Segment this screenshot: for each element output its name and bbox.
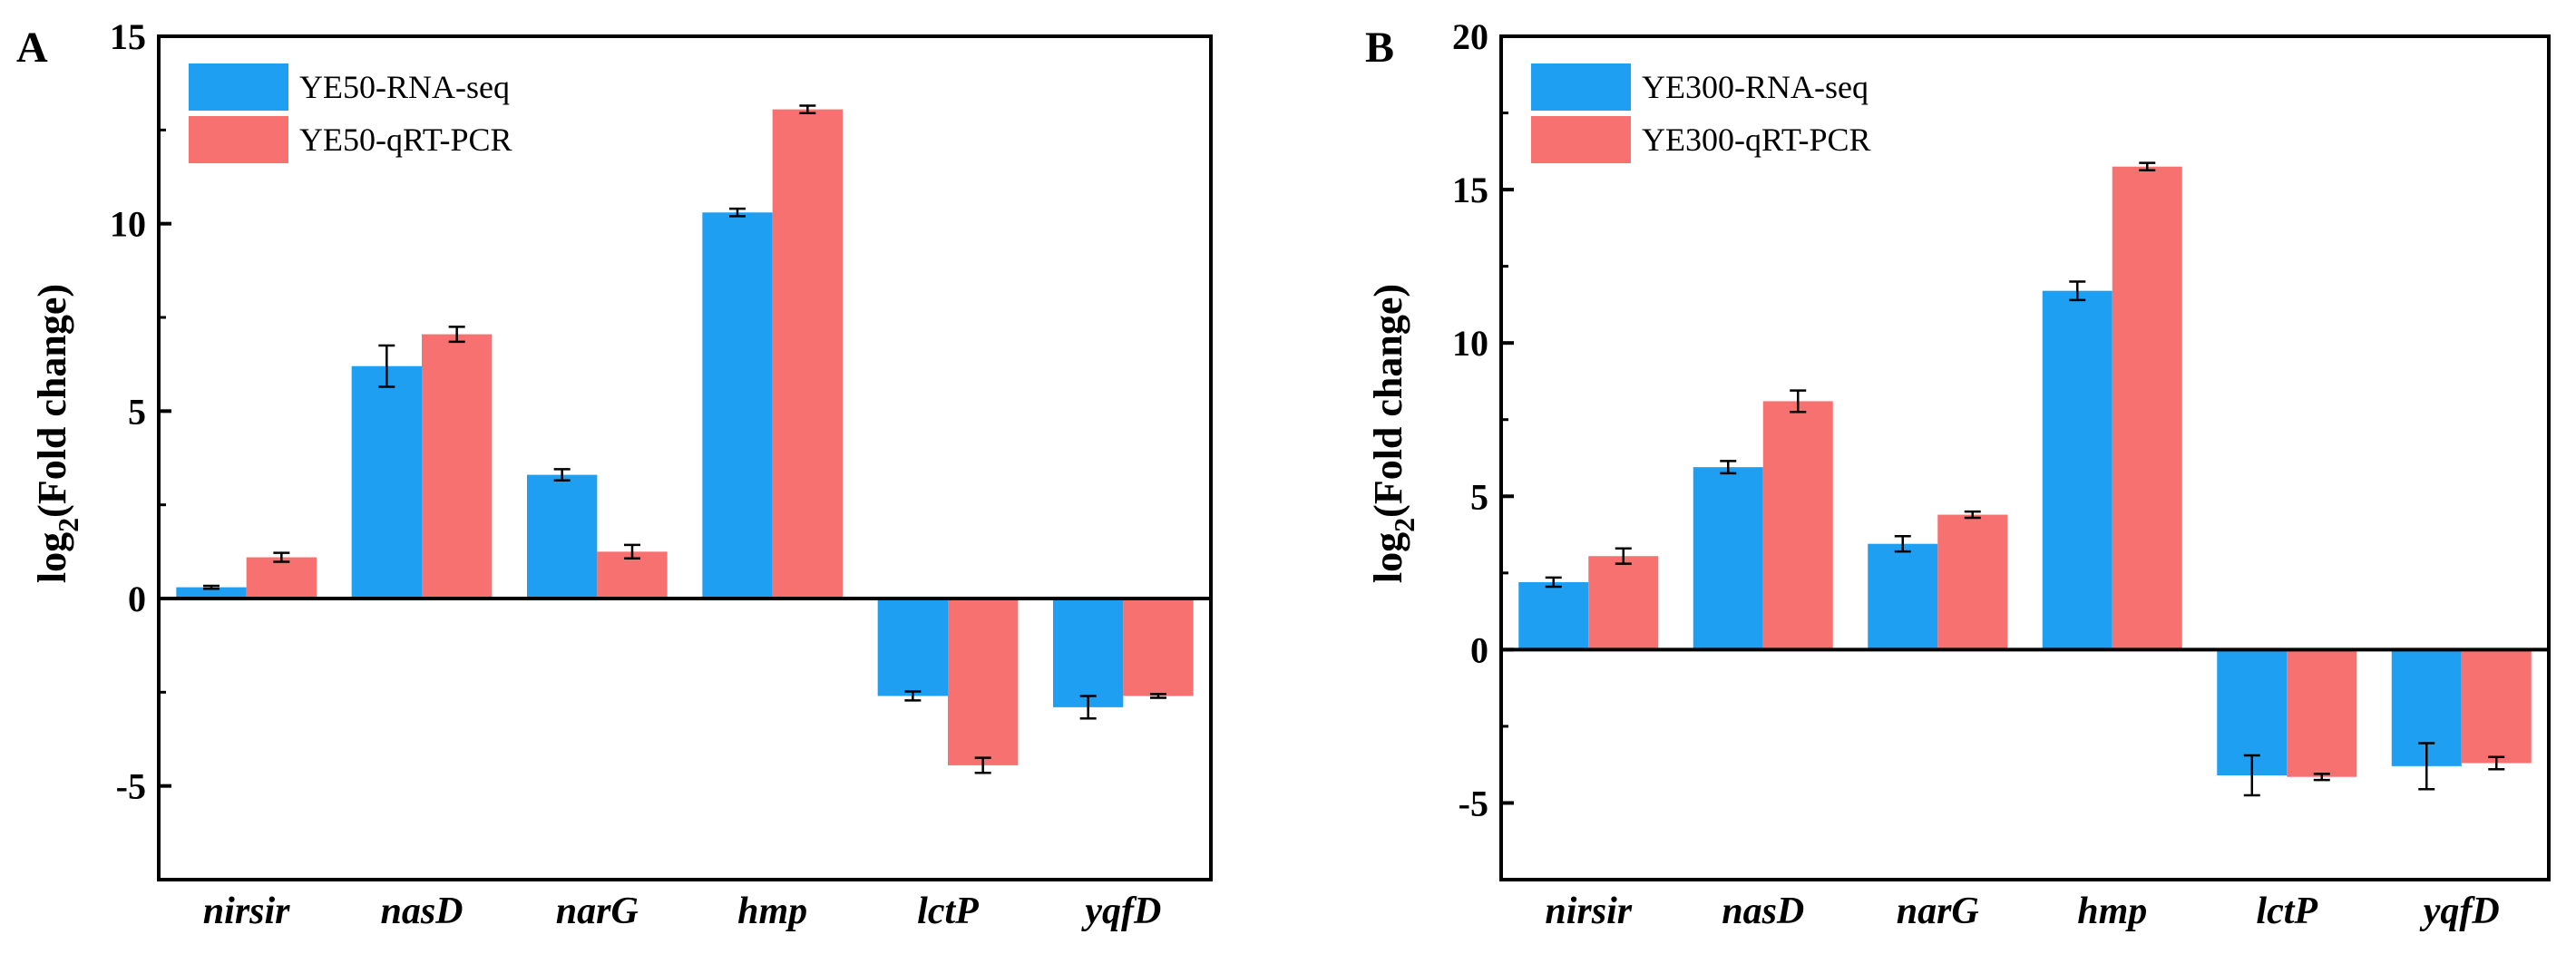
panel-b-category-label: narG [1897,891,1979,932]
panel-b-bar-hmp-s1 [2112,166,2182,650]
panel-a-bar-nasD-s0 [351,365,422,599]
panel-b-bar-nasD-s1 [1762,401,1833,650]
panel-b-plot-frame [1499,34,2551,881]
panel-b-chart: B log2(Fold change) 20 15 10 5 0 -5 nirsir nas… [1365,16,2551,932]
panel-a-bar-narG-s0 [527,474,598,599]
panel-b-letter: B [1365,24,1394,72]
panel-a-bar-nirsir-s1 [246,557,317,599]
panel-a-ytick-label: 10 [110,204,146,245]
panel-b-bar-nasD-s0 [1693,467,1763,650]
panel-a-category-label: narG [556,891,639,932]
panel-a-bar-nirsir-s0 [176,587,247,599]
panel-a-legend-label-0: YE50-RNA-seq [299,69,510,105]
panel-a-chart: A log2(Fold change) 15 10 5 0 -5 nirsir nasD n… [16,16,1213,932]
panel-b-bar-nirsir-s1 [1588,556,1659,650]
panel-a-legend-swatch-1 [189,116,288,163]
panel-b-ytick-label: 15 [1452,170,1488,210]
panel-a-bar-lctP-s0 [877,599,948,696]
panel-b-legend-swatch-0 [1531,63,1631,111]
panel-a-category-label: hmp [737,891,807,932]
panel-a-letter: A [16,24,48,72]
panel-b-category-label: lctP [2256,891,2317,932]
panel-b-bar-narG-s1 [1937,514,2008,650]
panel-b-legend-label-0: YE300-RNA-seq [1642,69,1869,105]
panel-b-category-label: nasD [1722,891,1804,932]
panel-b-legend-swatch-1 [1531,116,1631,163]
panel-b-ytick-label: 10 [1452,323,1488,364]
panel-b-bar-hmp-s0 [2042,290,2113,650]
panel-b-bar-lctP-s1 [2287,649,2357,777]
panel-b-legend-label-1: YE300-qRT-PCR [1642,122,1871,158]
panel-b-ytick-label: -5 [1459,783,1488,823]
panel-b-bar-yqfD-s1 [2461,649,2532,764]
panel-a-category-label: lctP [917,891,979,932]
panel-a-legend-label-1: YE50-qRT-PCR [299,122,512,158]
panel-b-category-label: nirsir [1545,891,1632,932]
panel-a-category-label: nasD [380,891,463,932]
panel-b-ytick-label: 5 [1470,476,1488,517]
panel-a-bar-yqfD-s0 [1053,599,1124,707]
panel-b-category-label: yqfD [2419,891,2500,932]
panel-a-ytick-label: 5 [128,391,146,432]
panel-b-category-label: hmp [2077,891,2147,932]
panel-a-legend-swatch-0 [189,63,288,111]
panel-b-ytick-label: 0 [1470,629,1488,670]
panel-a-bar-hmp-s1 [772,109,843,599]
panel-a-bar-nasD-s1 [422,334,493,599]
panel-a-ytick-label: 0 [128,579,146,619]
panel-b-ylabel: log2(Fold change) [1366,284,1420,583]
panel-a-bar-hmp-s0 [702,212,773,599]
panel-b-ytick-label: 20 [1452,16,1488,57]
panel-a-ytick-label: -5 [116,766,146,807]
panel-a-bar-yqfD-s1 [1123,599,1194,696]
panel-b-bar-narG-s0 [1868,543,1938,650]
panel-a-category-label: nirsir [203,891,290,932]
panel-a-plot-frame [157,34,1213,881]
panel-a-category-label: yqfD [1080,891,1161,932]
panel-b-bar-nirsir-s0 [1518,581,1589,650]
panel-a-ylabel: log2(Fold change) [30,284,84,583]
panel-a-ytick-label: 15 [110,16,146,57]
panel-a-bar-lctP-s1 [948,599,1019,765]
